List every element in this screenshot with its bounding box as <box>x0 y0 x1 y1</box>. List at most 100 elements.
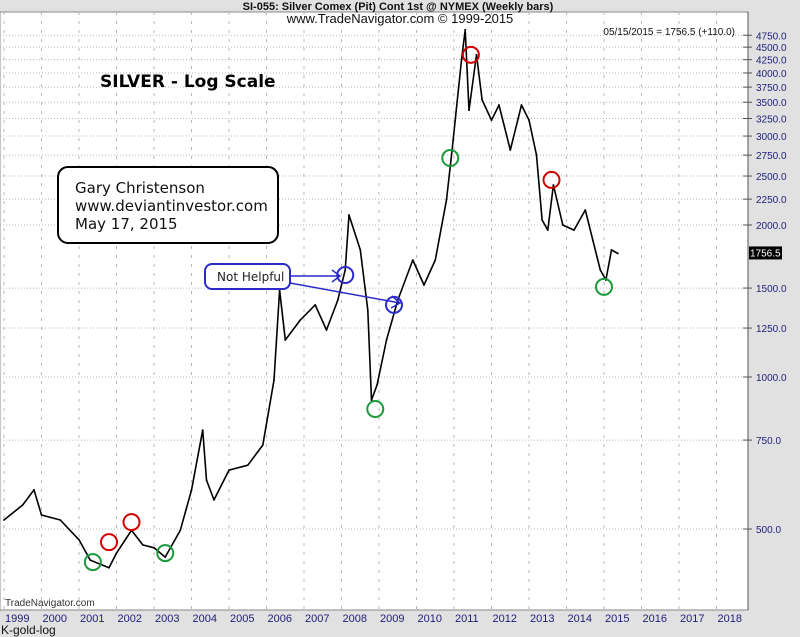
price-point <box>481 99 484 101</box>
y-tick-label: 2750.0 <box>756 151 787 162</box>
price-point <box>336 299 339 301</box>
price-point <box>498 104 500 106</box>
price-point <box>584 209 587 211</box>
price-point <box>541 219 544 221</box>
price-point <box>423 284 425 286</box>
price-point <box>359 249 362 251</box>
highlight-circle <box>595 277 613 296</box>
price-point <box>153 546 155 549</box>
price-point <box>520 104 523 106</box>
x-tick-label: 2014 <box>568 613 592 625</box>
price-point <box>434 259 437 261</box>
y-tick-label: 1000.0 <box>756 373 787 384</box>
price-readout: 05/15/2015 = 1756.5 (+110.0) <box>603 27 735 38</box>
x-tick-label: 2018 <box>718 613 742 625</box>
author-website: www.deviantinvestor.com <box>75 197 268 215</box>
price-point <box>314 304 317 306</box>
x-tick-label: 2007 <box>305 613 329 625</box>
price-point <box>464 28 467 31</box>
price-point <box>190 489 193 492</box>
price-point <box>573 229 575 231</box>
price-point <box>108 566 110 569</box>
author-name: Gary Christenson <box>75 179 205 197</box>
x-tick-label: 2013 <box>530 613 554 625</box>
price-point <box>141 544 144 546</box>
y-tick-label: 3750.0 <box>756 83 787 94</box>
grid <box>0 12 748 610</box>
y-tick-label: 4250.0 <box>756 56 787 67</box>
price-point <box>273 379 275 381</box>
x-tick-label: 2002 <box>118 613 142 625</box>
highlight-circle <box>542 170 561 189</box>
x-tick-label: 2012 <box>493 613 517 625</box>
y-tick-label: 3500.0 <box>756 98 787 109</box>
price-point <box>21 504 24 506</box>
highlight-circle <box>100 533 118 552</box>
x-tick-label: 2011 <box>455 613 479 625</box>
price-point <box>370 399 373 402</box>
price-point <box>475 53 478 56</box>
x-tick-label: 2006 <box>268 613 292 625</box>
price-point <box>348 214 350 216</box>
price-point <box>261 444 264 447</box>
arrow-head-icon <box>331 269 342 283</box>
price-point <box>599 269 602 271</box>
x-tick-label: 2001 <box>80 613 104 625</box>
y-tick-label: 4000.0 <box>756 69 787 80</box>
x-tick-label: 2004 <box>193 613 217 625</box>
price-point <box>40 514 43 516</box>
price-point <box>385 339 388 341</box>
price-point <box>228 469 230 472</box>
price-point <box>59 519 62 521</box>
watermark: TradeNavigator.com <box>5 598 95 609</box>
last-price-value: 1756.5 <box>750 248 781 259</box>
y-tick-label: 1500.0 <box>756 284 787 295</box>
price-point <box>299 319 302 321</box>
y-tick-label: 2000.0 <box>756 221 787 232</box>
y-tick-label: 4500.0 <box>756 43 787 54</box>
price-point <box>3 519 5 521</box>
price-point <box>411 259 414 261</box>
y-tick-label: 2500.0 <box>756 172 787 183</box>
price-point <box>460 59 463 61</box>
price-point <box>376 383 379 386</box>
price-point <box>561 224 564 226</box>
price-point <box>528 119 530 121</box>
highlight-circle <box>336 266 355 285</box>
price-point <box>610 249 613 251</box>
highlight-circle <box>366 400 385 419</box>
price-point <box>344 269 347 271</box>
plot-area <box>0 11 749 611</box>
price-point <box>164 556 167 558</box>
price-point <box>325 329 328 331</box>
price-point <box>201 429 204 431</box>
price-point <box>78 538 80 541</box>
x-tick-label: 2016 <box>643 613 667 625</box>
footer-label: K-gold-log <box>1 623 56 637</box>
price-point <box>89 559 92 561</box>
not-helpful-callout: Not Helpful <box>204 263 402 309</box>
author-date: May 17, 2015 <box>75 215 178 233</box>
price-point <box>509 149 512 151</box>
price-point <box>552 184 555 186</box>
y-tick-label: 1250.0 <box>756 324 787 335</box>
price-point <box>546 229 549 231</box>
highlight-circle <box>122 513 141 532</box>
x-tick-label: 1999 <box>5 613 29 625</box>
x-tick-label: 2008 <box>343 613 367 625</box>
callout-arrow <box>289 282 401 304</box>
price-point <box>445 198 448 201</box>
y-tick-label: 3250.0 <box>756 114 787 125</box>
price-series <box>3 28 619 569</box>
price-point <box>284 339 287 341</box>
callout-text: Not Helpful <box>217 270 284 284</box>
price-point <box>179 529 182 532</box>
x-tick-label: 2003 <box>155 613 179 625</box>
arrow-head-icon <box>390 295 402 309</box>
x-tick-label: 2010 <box>418 613 442 625</box>
price-point <box>535 154 538 157</box>
y-tick-label: 500.0 <box>756 525 781 536</box>
price-point <box>205 479 208 481</box>
